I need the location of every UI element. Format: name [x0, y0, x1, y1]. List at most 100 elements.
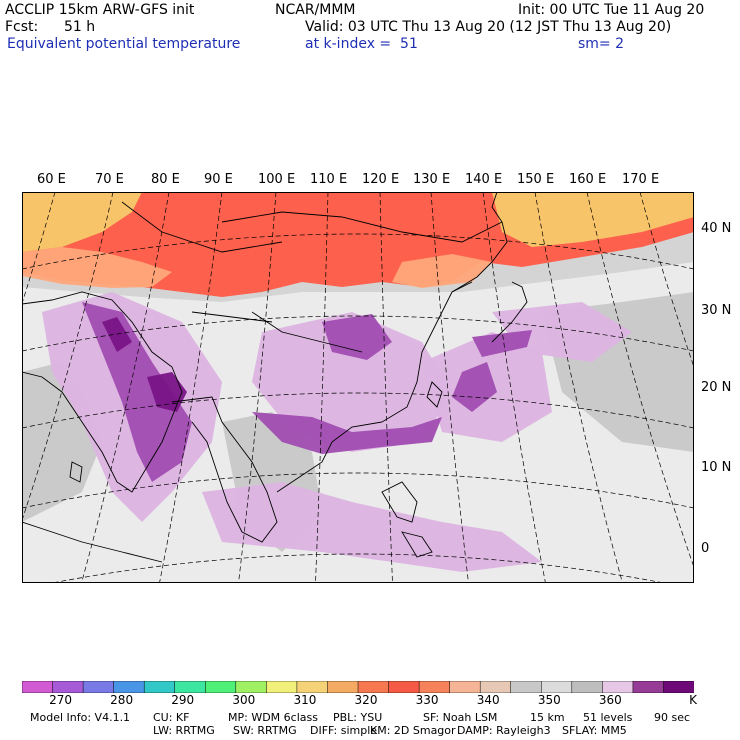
model-info-item: DIFF: simple — [310, 724, 378, 737]
model-info-item: PBL: YSU — [333, 711, 383, 724]
colorbar-swatch — [663, 681, 694, 693]
coastline — [22, 521, 163, 563]
forecast-label: Fcst: — [5, 19, 39, 35]
colorbar-label: 270 — [49, 693, 72, 707]
longitude-label: 60 E — [37, 172, 66, 187]
meridian-line — [22, 192, 114, 522]
meridian-line — [379, 192, 393, 583]
model-info-item: 51 levels — [583, 711, 633, 724]
field-name: Equivalent potential temperature — [7, 36, 241, 52]
coastline — [69, 461, 83, 483]
colorbar-swatch — [602, 681, 634, 693]
model-info-item: SW: RRTMG — [233, 724, 297, 737]
model-info-item: KM: 2D Smagor — [370, 724, 456, 737]
colorbar-label: 280 — [110, 693, 134, 707]
coastline — [451, 192, 508, 293]
model-info-item: 15 km — [530, 711, 565, 724]
coastline — [426, 381, 443, 408]
parallel-line — [22, 233, 694, 270]
longitude-label: 90 E — [204, 172, 233, 187]
latitude-label: 20 N — [701, 380, 732, 395]
field-region-purple-dark — [147, 372, 187, 412]
equivalent-potential-temperature-map — [22, 192, 694, 583]
colorbar-swatch — [541, 681, 573, 693]
field-region-warm — [22, 247, 172, 288]
meridian-line — [586, 192, 694, 569]
field-region-purple-light — [202, 482, 542, 572]
colorbar-unit: K — [689, 693, 697, 707]
colorbar-label: 290 — [171, 693, 195, 707]
colorbar-swatch — [510, 681, 542, 693]
colorbar-label: 340 — [476, 693, 500, 707]
coastlines-and-borders — [22, 192, 528, 563]
parallel-line — [22, 315, 694, 352]
coastline — [401, 531, 433, 558]
field-region-cool — [22, 192, 142, 252]
coastline — [221, 211, 503, 243]
field-region-purple-dark — [102, 317, 132, 352]
meridian-line — [534, 192, 623, 583]
longitude-label: 130 E — [413, 172, 451, 187]
model-info-item: 90 sec — [654, 711, 691, 724]
map-frame — [22, 192, 694, 583]
longitude-label: 160 E — [569, 172, 607, 187]
valid-time: Valid: 03 UTC Thu 13 Aug 20 (12 JST Thu … — [305, 19, 672, 35]
longitude-label: 140 E — [465, 172, 503, 187]
model-info-item: SFLAY: MM5 — [562, 724, 627, 737]
latitude-label: 10 N — [701, 460, 732, 475]
coastline — [276, 281, 473, 493]
field-region-purple-mid — [322, 314, 392, 360]
parallel-line — [22, 392, 694, 429]
latitude-label: 40 N — [701, 221, 732, 236]
model-info-item: SF: Noah LSM — [423, 711, 498, 724]
meridian-line — [81, 192, 170, 583]
model-info-item: MP: WDM 6class — [228, 711, 318, 724]
colorbar-swatch — [479, 681, 512, 693]
smoothing-label: sm= 2 — [578, 36, 625, 52]
model-info-item: Model Info: V4.1.1 — [30, 711, 131, 724]
lat-lon-grid — [22, 192, 694, 583]
model-title: ACCLIP 15km ARW-GFS init — [5, 2, 195, 18]
field-region-warm — [392, 254, 492, 288]
longitude-label: 100 E — [258, 172, 296, 187]
colorbar-swatch — [52, 681, 84, 693]
coastline — [121, 201, 283, 253]
field-region-purple-mid — [452, 362, 497, 412]
latitude-label: 30 N — [701, 303, 732, 318]
forecast-hours: 51 h — [64, 19, 96, 35]
colorbar-swatch — [235, 681, 267, 693]
meridian-line — [315, 192, 329, 583]
colorbar-swatch — [418, 681, 451, 693]
colorbar-swatch — [327, 681, 359, 693]
colorbar-swatch — [296, 681, 329, 693]
colorbar-label: 320 — [354, 693, 378, 707]
coastline — [491, 281, 528, 343]
colorbar-swatch — [266, 681, 298, 693]
colorbar-label: 300 — [232, 693, 256, 707]
colorbar-swatch — [357, 681, 390, 693]
model-info-item: LW: RRTMG — [153, 724, 215, 737]
colorbar-swatch — [205, 681, 237, 693]
longitude-label: 110 E — [310, 172, 348, 187]
coastline — [251, 311, 363, 353]
longitude-label: 80 E — [151, 172, 180, 187]
level-index: at k-index = 51 — [305, 36, 418, 52]
field-shading — [22, 192, 694, 583]
colorbar-label: 360 — [598, 693, 622, 707]
init-time: Init: 00 UTC Tue 11 Aug 20 — [518, 2, 705, 18]
field-region-purple-mid — [472, 330, 532, 357]
colorbar-swatch — [22, 681, 54, 693]
parallel-line — [50, 553, 666, 583]
parallel-line — [22, 472, 694, 509]
longitude-label: 150 E — [517, 172, 555, 187]
colorbar-swatch — [632, 681, 665, 693]
colorbar-swatch — [174, 681, 206, 693]
latitude-label: 0 — [701, 541, 710, 556]
model-info-item: DAMP: Rayleigh3 — [457, 724, 551, 737]
longitude-label: 120 E — [362, 172, 400, 187]
coastline — [381, 481, 418, 523]
coastline — [171, 396, 278, 543]
organization-label: NCAR/MMM — [275, 2, 356, 18]
colorbar-label: 330 — [415, 693, 439, 707]
colorbar-swatch — [449, 681, 481, 693]
